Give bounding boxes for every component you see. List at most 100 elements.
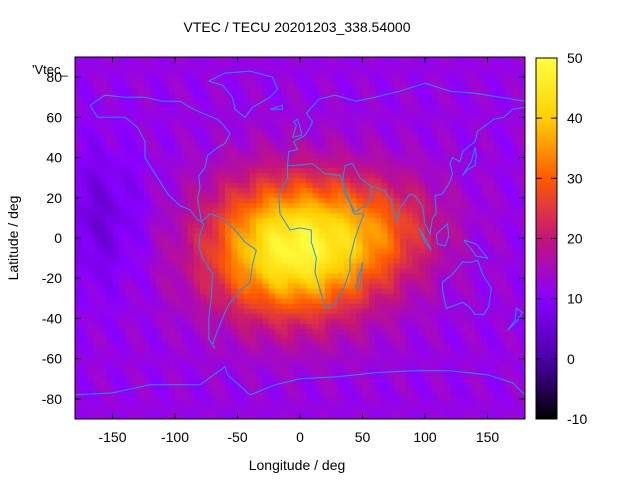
heatmap-cell: [512, 333, 520, 339]
heatmap-cell: [437, 263, 445, 269]
heatmap-cell: [350, 358, 357, 365]
heatmap-cell: [181, 338, 188, 344]
heatmap-cell: [206, 328, 213, 334]
heatmap-cell: [131, 318, 138, 324]
heatmap-cell: [393, 323, 401, 329]
heatmap-cell: [162, 127, 170, 133]
heatmap-cell: [168, 363, 176, 370]
heatmap-cell: [93, 253, 101, 259]
heatmap-cell: [437, 403, 445, 410]
heatmap-cell: [418, 82, 426, 88]
heatmap-cell: [487, 232, 495, 239]
heatmap-cell: [181, 67, 188, 73]
heatmap-cell: [231, 383, 238, 390]
heatmap-cell: [356, 263, 363, 269]
heatmap-cell: [475, 253, 482, 259]
heatmap-cell: [418, 227, 426, 234]
heatmap-cell: [106, 147, 113, 153]
heatmap-cell: [450, 408, 457, 415]
heatmap-cell: [118, 77, 126, 83]
heatmap-cell: [206, 323, 213, 329]
heatmap-cell: [331, 358, 338, 365]
heatmap-cell: [362, 172, 370, 179]
heatmap-cell: [518, 408, 526, 415]
heatmap-cell: [450, 343, 457, 350]
heatmap-cell: [512, 122, 520, 128]
heatmap-cell: [406, 353, 413, 360]
heatmap-cell: [506, 177, 513, 184]
heatmap-cell: [512, 388, 520, 395]
heatmap-cell: [118, 258, 126, 264]
heatmap-cell: [81, 117, 88, 123]
heatmap-cell: [456, 273, 463, 279]
heatmap-cell: [368, 172, 376, 179]
heatmap-cell: [400, 393, 407, 400]
heatmap-cell: [262, 157, 270, 163]
heatmap-cell: [137, 253, 145, 259]
heatmap-cell: [100, 343, 107, 350]
heatmap-cell: [375, 117, 382, 123]
heatmap-cell: [387, 383, 395, 390]
heatmap-cell: [487, 172, 495, 179]
heatmap-cell: [131, 107, 138, 113]
heatmap-cell: [168, 393, 176, 400]
heatmap-cell: [337, 408, 345, 415]
heatmap-cell: [206, 162, 213, 169]
heatmap-cell: [306, 102, 313, 108]
heatmap-cell: [281, 132, 288, 138]
heatmap-cell: [406, 398, 413, 405]
heatmap-cell: [150, 77, 157, 83]
heatmap-cell: [418, 243, 426, 249]
heatmap-cell: [181, 388, 188, 395]
heatmap-cell: [393, 87, 401, 93]
heatmap-cell: [518, 187, 526, 194]
heatmap-cell: [193, 373, 201, 380]
heatmap-cell: [231, 192, 238, 199]
heatmap-cell: [500, 328, 507, 334]
heatmap-cell: [325, 303, 332, 309]
heatmap-cell: [262, 197, 270, 204]
heatmap-cell: [343, 368, 351, 375]
heatmap-cell: [443, 207, 451, 214]
heatmap-cell: [212, 67, 220, 73]
heatmap-cell: [231, 343, 238, 350]
heatmap-cell: [456, 102, 463, 108]
heatmap-cell: [206, 87, 213, 93]
heatmap-cell: [387, 152, 395, 158]
heatmap-cell: [193, 328, 201, 334]
heatmap-cell: [143, 323, 151, 329]
heatmap-cell: [212, 368, 220, 375]
heatmap-cell: [337, 72, 345, 78]
heatmap-cell: [487, 363, 495, 370]
heatmap-cell: [331, 147, 338, 153]
heatmap-cell: [281, 152, 288, 158]
heatmap-cell: [187, 212, 195, 219]
heatmap-cell: [331, 243, 338, 249]
heatmap-cell: [281, 207, 288, 214]
heatmap-cell: [393, 97, 401, 103]
heatmap-cell: [112, 202, 120, 209]
heatmap-cell: [268, 177, 276, 184]
heatmap-cell: [293, 182, 301, 189]
heatmap-cell: [281, 182, 288, 189]
heatmap-cell: [468, 393, 476, 400]
heatmap-cell: [450, 187, 457, 194]
heatmap-cell: [112, 222, 120, 229]
heatmap-cell: [275, 338, 282, 344]
heatmap-cell: [312, 243, 320, 249]
heatmap-cell: [237, 102, 245, 108]
heatmap-cell: [193, 212, 201, 219]
heatmap-cell: [181, 82, 188, 88]
heatmap-cell: [93, 87, 101, 93]
heatmap-cell: [362, 238, 370, 244]
heatmap-cell: [312, 212, 320, 219]
heatmap-cell: [87, 333, 95, 339]
heatmap-cell: [331, 343, 338, 350]
heatmap-cell: [231, 222, 238, 229]
heatmap-cell: [187, 177, 195, 184]
heatmap-cell: [437, 393, 445, 400]
heatmap-cell: [287, 318, 295, 324]
heatmap-cell: [393, 393, 401, 400]
heatmap-cell: [412, 172, 420, 179]
heatmap-cell: [75, 232, 82, 239]
